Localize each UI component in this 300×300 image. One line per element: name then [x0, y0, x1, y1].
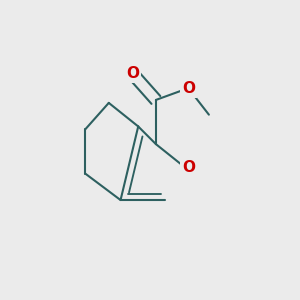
Text: O: O [182, 160, 195, 175]
Text: O: O [126, 66, 139, 81]
Text: O: O [182, 81, 195, 96]
